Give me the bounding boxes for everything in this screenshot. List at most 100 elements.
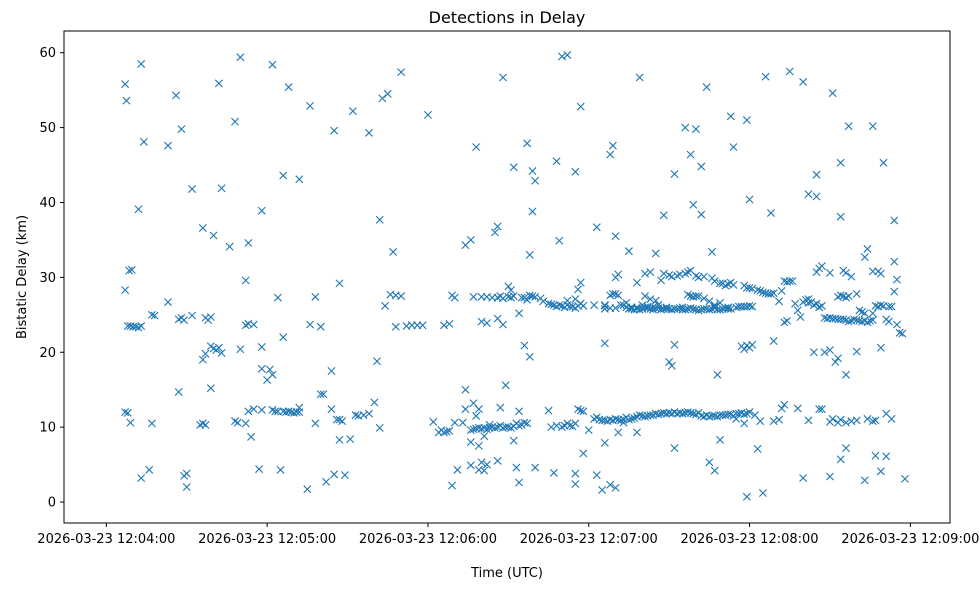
detection-point bbox=[608, 289, 617, 298]
detection-point bbox=[515, 478, 524, 487]
y-tick-label: 50 bbox=[39, 121, 56, 136]
detection-point bbox=[335, 279, 344, 288]
detection-point bbox=[769, 337, 778, 346]
detection-point bbox=[833, 354, 842, 363]
detection-point bbox=[659, 269, 668, 278]
detection-point bbox=[209, 231, 218, 240]
detection-point bbox=[480, 466, 489, 475]
detection-point bbox=[348, 107, 357, 116]
detection-point bbox=[745, 195, 754, 204]
detection-point bbox=[450, 293, 459, 302]
detection-point bbox=[469, 292, 478, 301]
detection-point bbox=[783, 316, 792, 325]
detection-point bbox=[836, 415, 845, 424]
detection-point bbox=[257, 343, 266, 352]
detection-point bbox=[571, 167, 580, 176]
detection-point bbox=[879, 158, 888, 167]
detection-point bbox=[523, 295, 532, 304]
detection-point bbox=[555, 236, 564, 245]
detection-point bbox=[892, 320, 901, 329]
detection-point bbox=[544, 299, 553, 308]
detection-point bbox=[659, 211, 668, 220]
detection-point bbox=[523, 139, 532, 148]
axes-layer: 2026-03-23 12:04:00 2026-03-23 12:05:00 20… bbox=[37, 46, 979, 547]
x-tick-label: 2026-03-23 12:06:00 bbox=[359, 532, 497, 547]
detection-point bbox=[686, 150, 695, 159]
detection-point bbox=[887, 302, 896, 311]
detection-point bbox=[306, 101, 315, 110]
detection-point bbox=[876, 467, 885, 476]
detection-point bbox=[576, 406, 585, 415]
detection-point bbox=[531, 176, 540, 185]
detection-point bbox=[563, 296, 572, 305]
detection-point bbox=[127, 265, 136, 274]
x-axis-title: Time (UTC) bbox=[470, 566, 543, 581]
detection-point bbox=[346, 435, 355, 444]
detection-point bbox=[515, 407, 524, 416]
detection-point bbox=[528, 167, 537, 176]
detection-point bbox=[766, 208, 775, 217]
detection-point bbox=[681, 123, 690, 132]
detection-point bbox=[206, 313, 215, 322]
detection-point bbox=[678, 409, 687, 418]
detection-point bbox=[649, 303, 658, 312]
detection-point bbox=[579, 449, 588, 458]
detection-point bbox=[555, 301, 564, 310]
detection-point bbox=[710, 466, 719, 475]
detection-point bbox=[544, 406, 553, 415]
detection-point bbox=[825, 346, 834, 355]
detection-point bbox=[705, 305, 714, 314]
detection-point bbox=[635, 73, 644, 82]
detection-point bbox=[742, 492, 751, 501]
detection-point bbox=[206, 384, 215, 393]
detection-point bbox=[756, 417, 765, 426]
detection-point bbox=[716, 298, 725, 307]
detection-point bbox=[383, 89, 392, 98]
detection-point bbox=[440, 321, 449, 330]
detection-point bbox=[137, 322, 146, 331]
detection-point bbox=[378, 94, 387, 103]
detection-point bbox=[292, 408, 301, 417]
detection-point bbox=[295, 175, 304, 184]
detection-point bbox=[498, 320, 507, 329]
detection-point bbox=[319, 390, 328, 399]
detection-point bbox=[182, 483, 191, 492]
detection-point bbox=[490, 228, 499, 237]
detection-point bbox=[163, 141, 172, 150]
detection-point bbox=[868, 122, 877, 131]
detection-point bbox=[284, 407, 293, 416]
detection-point bbox=[461, 385, 470, 394]
x-tick-label: 2026-03-23 12:09:00 bbox=[841, 532, 979, 547]
detection-point bbox=[713, 370, 722, 379]
detection-point bbox=[740, 419, 749, 428]
detection-point bbox=[842, 370, 851, 379]
detection-point bbox=[268, 60, 277, 69]
detection-point bbox=[863, 244, 872, 253]
detection-point bbox=[616, 301, 625, 310]
detection-point bbox=[600, 339, 609, 348]
detection-point bbox=[201, 349, 210, 358]
detection-point bbox=[373, 357, 382, 366]
detection-point bbox=[445, 426, 454, 435]
detection-point bbox=[504, 282, 513, 291]
detection-point bbox=[726, 112, 735, 121]
detection-point bbox=[758, 288, 767, 297]
detection-point bbox=[504, 292, 513, 301]
detection-point bbox=[375, 423, 384, 432]
detection-point bbox=[330, 126, 339, 135]
detection-point bbox=[397, 292, 406, 301]
detection-point bbox=[868, 316, 877, 325]
detection-point bbox=[448, 481, 457, 490]
y-tick-label: 0 bbox=[48, 496, 56, 511]
detection-point bbox=[525, 291, 534, 300]
detection-point bbox=[868, 417, 877, 426]
detection-point bbox=[244, 407, 253, 416]
detection-point bbox=[512, 463, 521, 472]
detection-point bbox=[528, 292, 537, 301]
detection-point bbox=[466, 426, 475, 435]
detection-point bbox=[876, 269, 885, 278]
detection-point bbox=[710, 302, 719, 311]
detection-point bbox=[177, 125, 186, 134]
detection-point bbox=[477, 458, 486, 467]
detection-point bbox=[871, 416, 880, 425]
